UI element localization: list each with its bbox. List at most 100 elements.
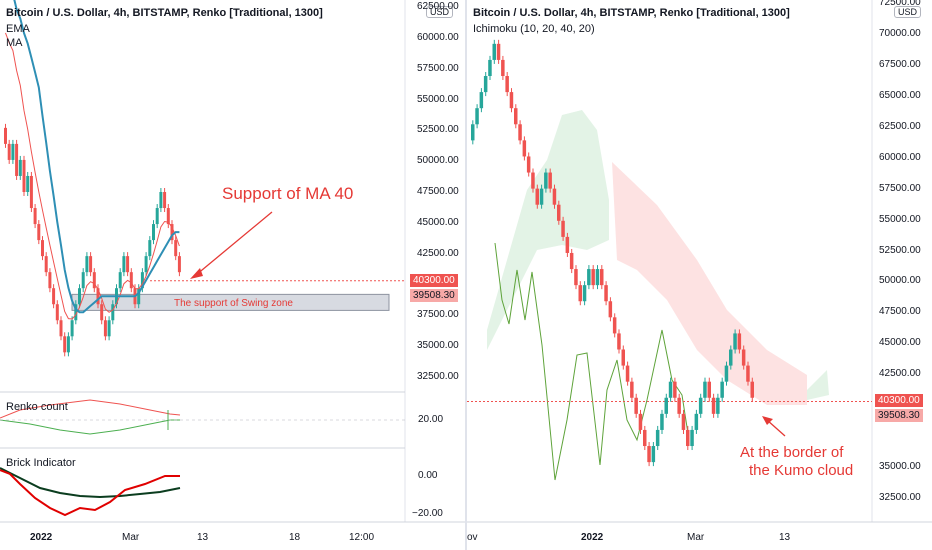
- renko-brick-down: [63, 336, 67, 353]
- left-price-tick: 57500.00: [417, 62, 459, 74]
- renko-brick-down: [518, 124, 522, 141]
- renko-brick-up: [70, 320, 74, 337]
- renko-brick-down: [514, 108, 518, 125]
- left-price-tick: 32500.00: [417, 371, 459, 382]
- renko-brick-down: [569, 252, 574, 270]
- renko-brick-down: [501, 59, 505, 77]
- renko-brick-down: [548, 172, 552, 189]
- renko-brick-up: [483, 76, 488, 93]
- renko-brick-down: [741, 349, 746, 366]
- renko-brick-down: [746, 365, 750, 382]
- renko-brick-up: [668, 381, 673, 398]
- renko-brick-down: [552, 188, 557, 205]
- renko-brick-down: [7, 143, 11, 160]
- renko-brick-down: [600, 269, 604, 286]
- right-price-tick: 45000.00: [879, 337, 921, 349]
- right-chart-canvas[interactable]: [467, 0, 932, 550]
- renko-brick-down: [750, 381, 754, 398]
- renko-brick-up: [651, 446, 656, 463]
- renko-brick-down: [621, 349, 625, 366]
- renko-brick-down: [557, 204, 561, 221]
- renko-brick-down: [4, 127, 7, 144]
- ema-legend[interactable]: EMA: [6, 23, 30, 35]
- renko-brick-down: [41, 240, 44, 257]
- renko-brick-down: [29, 175, 33, 209]
- renko-brick-up: [587, 269, 591, 286]
- right-secondary-price-tag: 39508.30: [875, 409, 923, 422]
- kumo-cloud-bullish: [487, 110, 609, 350]
- renko-brick-up: [111, 304, 115, 321]
- left-time-18: 18: [289, 532, 301, 543]
- renko-brick-down: [630, 381, 634, 398]
- renko-brick-down: [604, 285, 608, 302]
- renko-brick-down: [92, 272, 96, 289]
- renko-brick-down: [531, 172, 535, 189]
- right-currency-badge[interactable]: USD: [894, 6, 922, 18]
- renko-brick-up: [720, 381, 724, 398]
- renko-brick-up: [488, 59, 492, 77]
- renko-brick-down: [59, 320, 63, 337]
- ema-line: [5, 32, 180, 320]
- renko-brick-down: [496, 43, 501, 60]
- right-price-tick: 67500.00: [879, 58, 921, 70]
- kumo-annotation-line1: At the border of: [740, 444, 844, 461]
- left-chart-panel[interactable]: Bitcoin / U.S. Dollar, 4h, BITSTAMP, Ren…: [0, 0, 465, 550]
- brick-indicator-label[interactable]: Brick Indicator: [6, 457, 76, 469]
- ma-legend[interactable]: MA: [6, 37, 23, 49]
- ichimoku-legend[interactable]: Ichimoku (10, 20, 40, 20): [473, 23, 595, 35]
- renko-count-line-green: [0, 419, 180, 435]
- renko-brick-up: [660, 413, 664, 430]
- renko-brick-down: [48, 272, 52, 289]
- renko-brick-down: [55, 304, 59, 321]
- renko-brick-down: [643, 429, 647, 447]
- right-time-mar: Mar: [687, 532, 705, 543]
- renko-brick-down: [681, 413, 686, 430]
- renko-brick-up: [539, 188, 544, 205]
- right-chart-panel[interactable]: Bitcoin / U.S. Dollar, 4h, BITSTAMP, Ren…: [467, 0, 932, 550]
- renko-brick-up: [698, 397, 703, 414]
- renko-brick-down: [526, 156, 531, 173]
- renko-brick-up: [11, 143, 15, 160]
- right-price-tick: 62500.00: [879, 120, 921, 132]
- left-last-price-tag: 40300.00: [410, 274, 458, 287]
- renko-brick-down: [737, 333, 742, 350]
- renko-brick-up: [716, 397, 720, 414]
- renko-brick-up: [66, 336, 70, 353]
- renko-brick-down: [100, 304, 104, 321]
- renko-brick-up: [690, 429, 694, 447]
- right-time-13: 13: [779, 532, 791, 543]
- renko-brick-up: [74, 304, 78, 321]
- right-price-tick: 42500.00: [879, 368, 921, 380]
- right-price-tick: 70000.00: [879, 27, 921, 39]
- renko-brick-up: [26, 175, 30, 192]
- right-price-tick: 35000.00: [879, 461, 921, 473]
- left-chart-canvas[interactable]: [0, 0, 465, 550]
- kumo-annotation-line2: the Kumo cloud: [749, 462, 854, 479]
- swing-zone-annotation: The support of Swing zone: [174, 298, 293, 309]
- renko-brick-down: [647, 446, 651, 463]
- kumo-cloud-bullish-future: [807, 370, 829, 400]
- renko-brick-up: [703, 381, 707, 398]
- renko-brick-up: [471, 124, 475, 141]
- renko-brick-up: [582, 285, 587, 302]
- renko-count-label[interactable]: Renko count: [6, 401, 68, 413]
- left-time-1200: 12:00: [349, 532, 375, 543]
- renko-brick-up: [85, 256, 89, 273]
- panel-divider[interactable]: [465, 0, 467, 550]
- renko-brick-down: [634, 397, 638, 414]
- renko-brick-down: [535, 188, 539, 205]
- renko-brick-up: [544, 172, 548, 189]
- renko-brick-down: [15, 143, 19, 176]
- renko-brick-up: [694, 413, 699, 430]
- renko-brick-down: [638, 413, 643, 430]
- renko-brick-down: [505, 76, 509, 93]
- renko-brick-up: [595, 269, 600, 286]
- left-currency-badge[interactable]: USD: [426, 6, 454, 18]
- right-last-price-tag: 40300.00: [875, 394, 923, 407]
- renko-brick-up: [81, 272, 85, 289]
- kumo-cloud-bearish: [612, 162, 807, 405]
- renko-brick-down: [89, 256, 93, 273]
- left-price-tick: 37500.00: [417, 309, 459, 321]
- renko-brick-down: [163, 192, 167, 209]
- brick-axis-zero: 0.00: [418, 470, 438, 481]
